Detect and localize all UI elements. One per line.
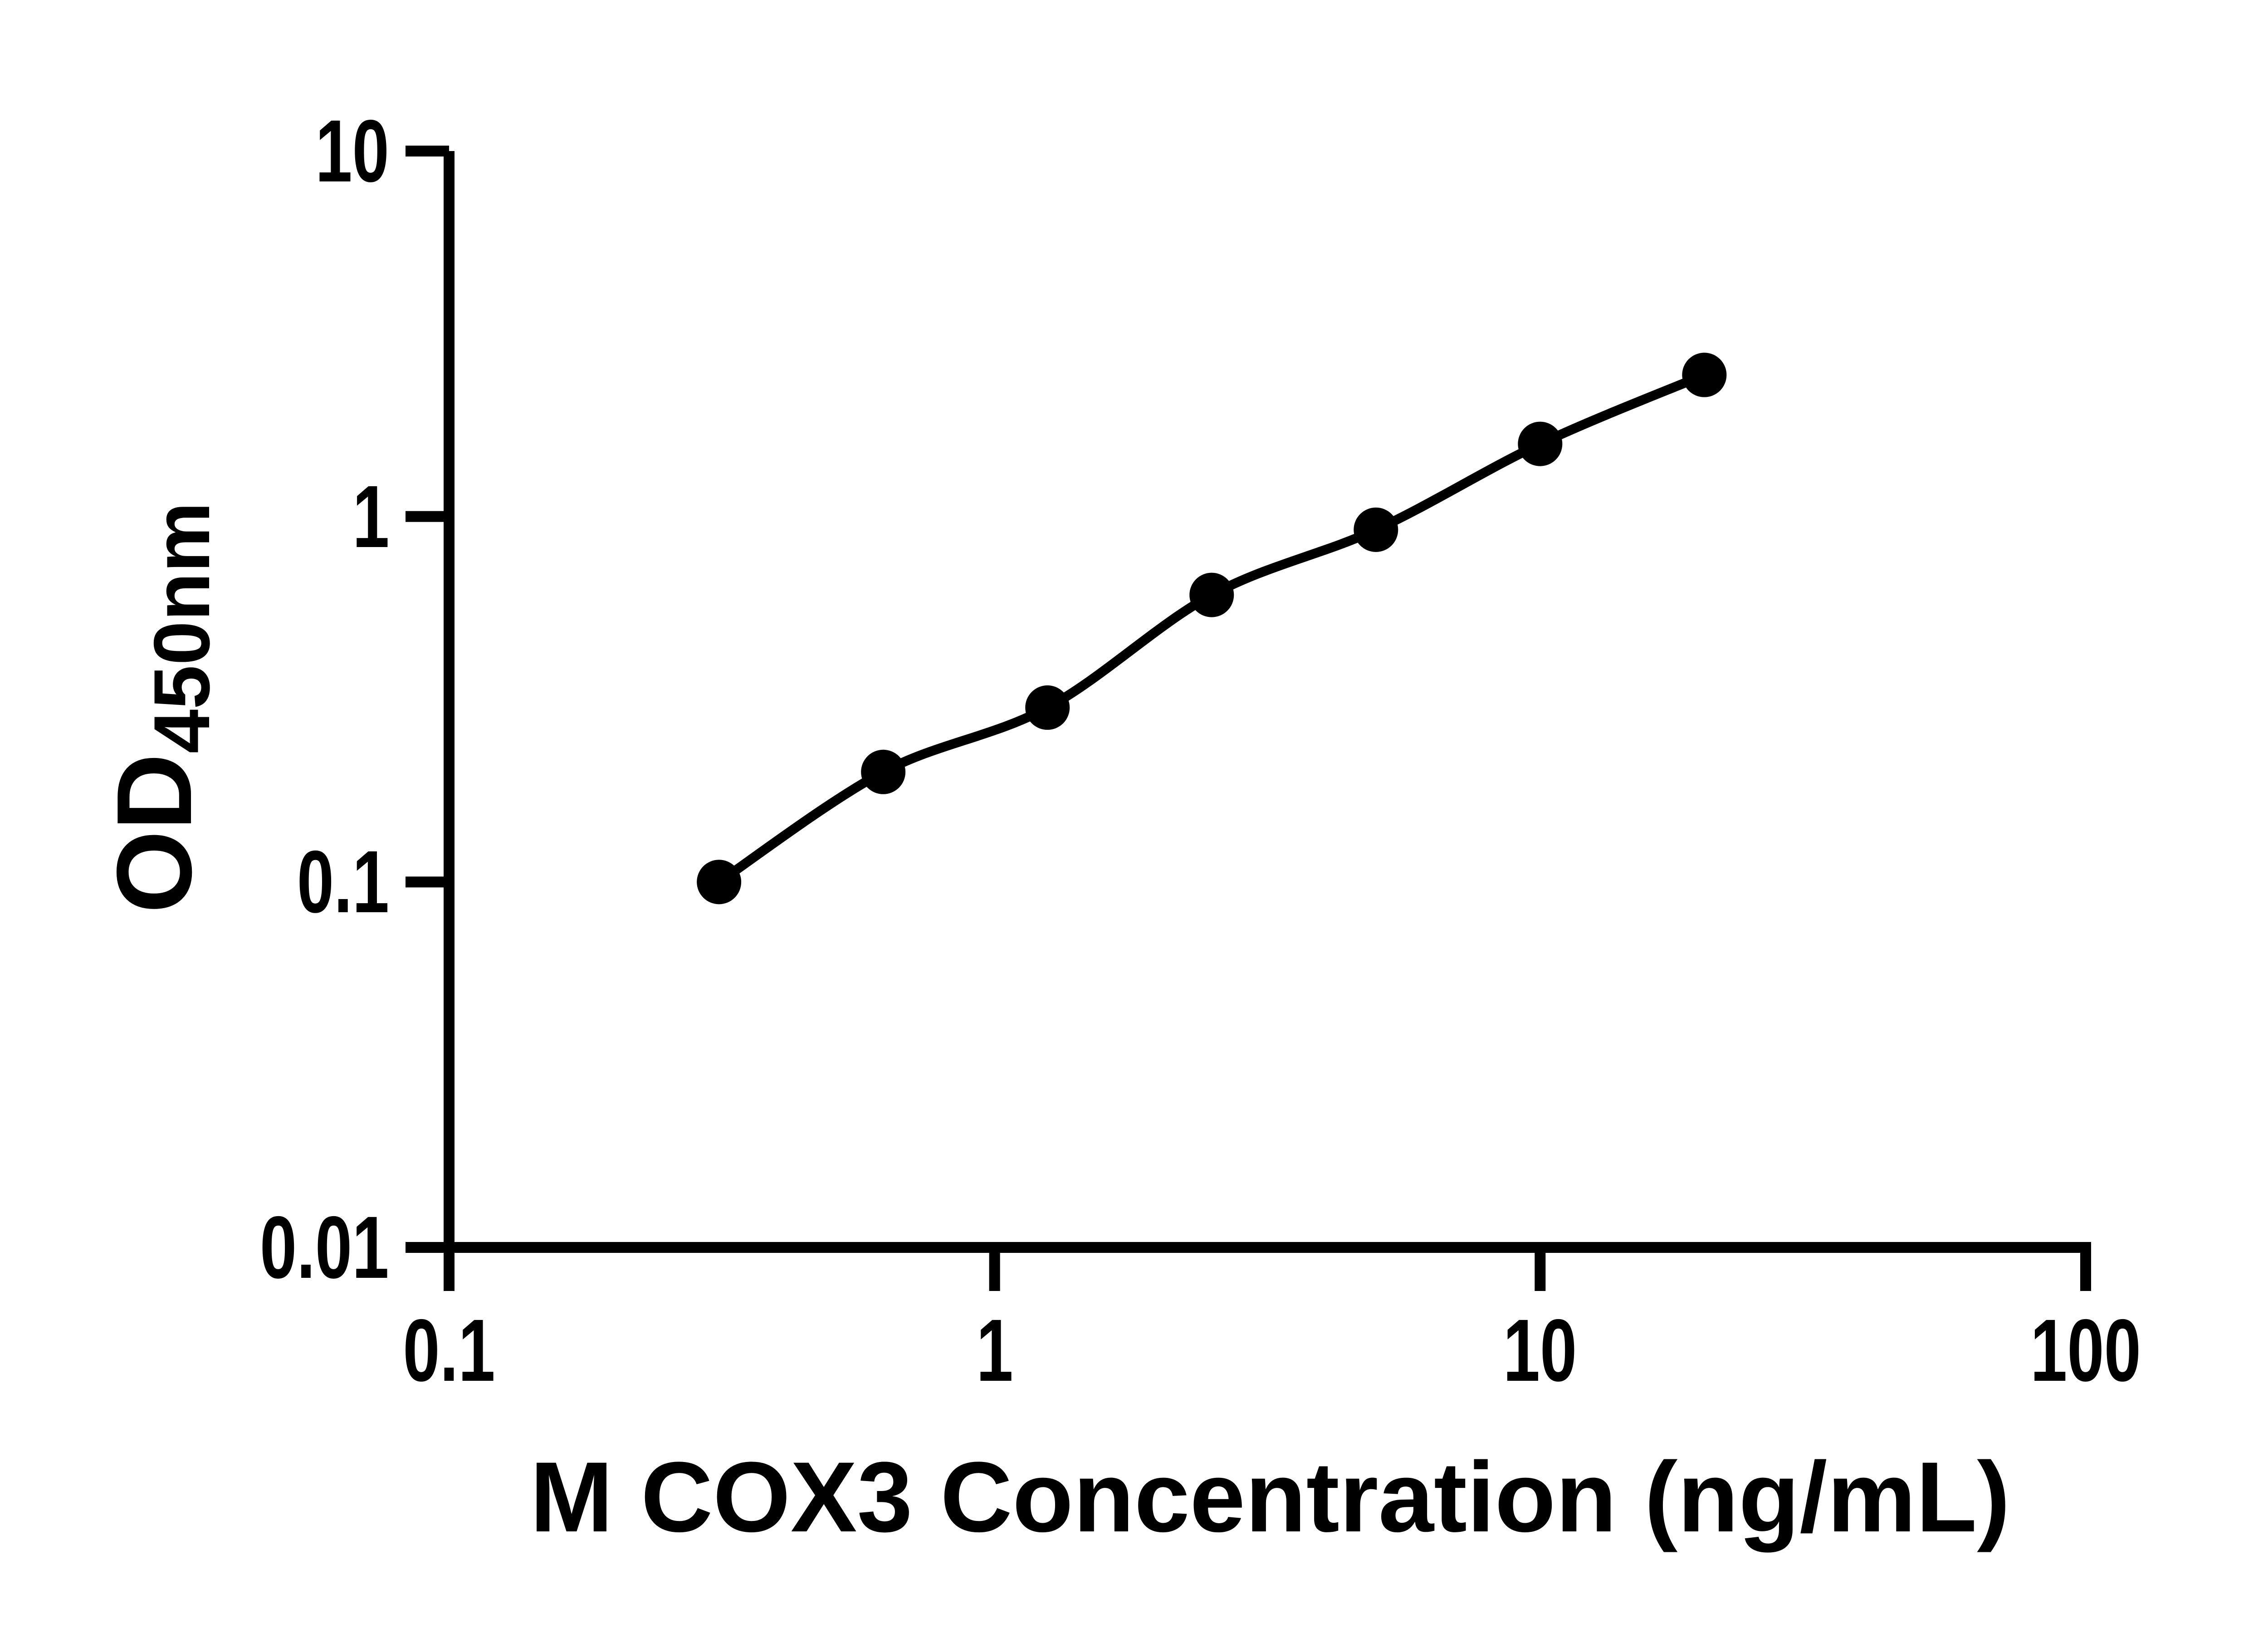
data-point-marker-5: [1518, 421, 1563, 466]
x-tick-label-10-text: 10: [1503, 1301, 1577, 1400]
data-point-marker-4: [1354, 507, 1398, 552]
y-tick-label-1: 1: [72, 467, 389, 566]
y-tick-label-10: 10: [72, 107, 389, 196]
x-tick-label-0-1-text: 0.1: [403, 1301, 495, 1400]
ticks-group: [406, 146, 2091, 1291]
y-tick-label-1-text: 1: [352, 467, 389, 566]
x-tick-label-100-text: 100: [2030, 1301, 2141, 1400]
y-tick-label-0-1: 0.1: [72, 838, 389, 926]
y-tick-label-0-1-text: 0.1: [297, 832, 389, 932]
data-points-group: [697, 352, 1727, 905]
y-tick-label-0-01: 0.01: [72, 1203, 389, 1292]
data-point-marker-0: [697, 860, 742, 905]
data-point-marker-2: [1025, 685, 1070, 730]
y-axis-title: OD450nm: [94, 163, 226, 1252]
y-axis-title-subscript: 450nm: [138, 502, 226, 753]
x-tick-label-0-1: 0.1: [387, 1306, 510, 1395]
y-tick-label-10-text: 10: [315, 102, 389, 200]
x-tick-label-1-text: 1: [976, 1301, 1013, 1400]
axis-spine: [444, 151, 2091, 1253]
y-tick-label-0-01-text: 0.01: [260, 1198, 389, 1297]
x-axis-title: M COX3 Concentration (ng/mL): [530, 1441, 2010, 1553]
x-tick-label-10: 10: [1491, 1306, 1589, 1395]
y-axis-title-main: OD: [94, 753, 214, 914]
x-tick-label-100: 100: [2012, 1306, 2159, 1395]
axes-group: [444, 151, 2091, 1253]
data-point-marker-6: [1682, 352, 1727, 397]
data-point-marker-1: [861, 749, 906, 794]
data-point-marker-3: [1189, 572, 1234, 617]
x-tick-label-1: 1: [970, 1306, 1019, 1395]
